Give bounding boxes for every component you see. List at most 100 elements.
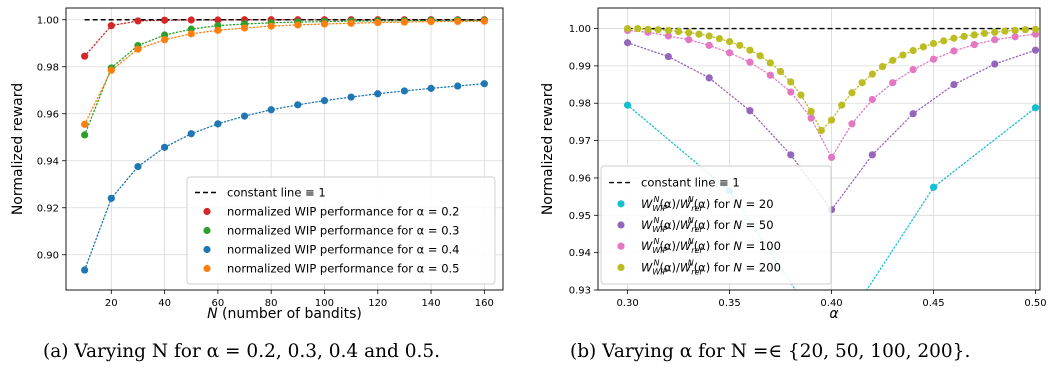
data-point xyxy=(827,116,836,124)
data-point xyxy=(294,101,302,109)
data-point xyxy=(1021,26,1029,34)
data-point xyxy=(400,87,409,95)
x-tick-label: 0.45 xyxy=(922,298,944,309)
legend-constant-line-label: constant line ≡ 1 xyxy=(227,186,326,200)
data-point xyxy=(1011,33,1019,41)
data-point xyxy=(940,37,948,45)
data-point xyxy=(746,46,754,54)
data-point xyxy=(980,29,989,37)
x-tick-label: 160 xyxy=(475,298,494,309)
data-point xyxy=(427,18,435,26)
data-point xyxy=(991,28,999,36)
series-line xyxy=(84,19,486,57)
legend-label: normalized WIP performance for α = 0.3 xyxy=(227,224,460,238)
legend-marker xyxy=(203,226,211,235)
data-point xyxy=(827,153,836,162)
data-point xyxy=(654,26,662,34)
series-line xyxy=(84,20,486,125)
legend-label: WWIPN(α)/WrelN(α) for N = 20 xyxy=(641,195,774,213)
data-point xyxy=(889,79,897,87)
data-point xyxy=(766,59,774,67)
data-point xyxy=(776,67,785,76)
data-point xyxy=(868,95,876,104)
data-point xyxy=(267,106,275,114)
data-point xyxy=(991,36,999,44)
data-point xyxy=(1001,27,1009,35)
data-point xyxy=(858,79,866,87)
data-point xyxy=(240,24,249,32)
data-point xyxy=(960,32,968,40)
data-point xyxy=(929,183,938,191)
data-point xyxy=(705,41,713,49)
legend-label: normalized WIP performance for α = 0.2 xyxy=(227,205,460,219)
data-point xyxy=(725,38,734,46)
data-point xyxy=(664,32,672,40)
data-point xyxy=(736,41,744,49)
axes-frame xyxy=(65,7,504,291)
data-point xyxy=(160,36,169,44)
data-point xyxy=(374,18,382,27)
y-tick-label: 0.93 xyxy=(569,286,591,297)
y-tick-label: 0.90 xyxy=(37,250,59,261)
data-point xyxy=(674,27,683,36)
y-tick-label: 0.94 xyxy=(37,156,59,167)
data-point xyxy=(909,66,917,74)
data-point xyxy=(134,163,142,171)
data-point xyxy=(715,35,723,43)
x-tick-label: 20 xyxy=(105,298,118,309)
legend-constant-line-label: constant line ≡ 1 xyxy=(641,176,740,190)
legend-label: normalized WIP performance for α = 0.5 xyxy=(227,262,460,276)
data-point xyxy=(787,78,795,86)
data-point xyxy=(970,31,978,39)
legend: constant line ≡ 1 WWIPN(α)/WrelN(α) for N… xyxy=(600,165,832,285)
chart-panel-a: 20 40 60 80 100 120 140 160 0.90 0.92 0.94 0.96 0.98… xyxy=(10,7,504,322)
data-point xyxy=(929,39,938,48)
data-point xyxy=(214,120,222,128)
data-point xyxy=(899,51,907,59)
data-point xyxy=(81,131,89,139)
x-axis-label: N (number of bandits) xyxy=(207,306,362,322)
data-point xyxy=(756,52,764,60)
data-point xyxy=(889,56,897,64)
data-point xyxy=(634,24,642,33)
caption-b: (b) Varying α for N =∈ {20, 50, 100, 200… xyxy=(570,341,971,362)
y-tick-label: 0.96 xyxy=(37,109,59,120)
data-point xyxy=(623,39,632,47)
x-tick-label: 120 xyxy=(368,298,387,309)
y-tick-label: 1.00 xyxy=(37,15,59,26)
data-point xyxy=(267,22,275,30)
x-tick-label: 0.40 xyxy=(820,298,842,309)
data-point xyxy=(347,19,355,27)
data-point xyxy=(868,70,876,78)
y-axis-label: Normalized reward xyxy=(10,83,26,215)
data-point xyxy=(991,60,999,68)
series-line xyxy=(84,83,486,271)
data-point xyxy=(766,71,774,79)
data-point xyxy=(878,63,887,71)
legend-label: WWIPN(α)/WrelN(α) for N = 50 xyxy=(641,216,774,234)
data-point xyxy=(644,25,652,33)
x-tick-label: 0.30 xyxy=(616,298,638,309)
data-point xyxy=(695,30,703,38)
legend-label: WWIPN(α)/WrelN(α) for N = 100 xyxy=(641,237,781,255)
legend-marker xyxy=(617,221,625,229)
legend-marker xyxy=(203,207,211,216)
legend-label: normalized WIP performance for α = 0.4 xyxy=(227,243,460,257)
x-axis-label: α xyxy=(829,306,839,322)
data-point xyxy=(929,55,938,63)
data-point xyxy=(797,91,805,99)
x-tick-label: 100 xyxy=(315,298,334,309)
data-point xyxy=(480,80,488,88)
data-point xyxy=(214,16,222,24)
data-point xyxy=(950,80,958,89)
data-point xyxy=(160,16,169,24)
legend-label: WWIPN(α)/WrelN(α) for N = 200 xyxy=(641,258,781,276)
data-point xyxy=(134,45,142,53)
data-point xyxy=(81,52,89,60)
data-point xyxy=(838,101,846,109)
data-point xyxy=(320,96,329,105)
x-tick-label: 140 xyxy=(422,298,441,309)
data-point xyxy=(919,43,927,51)
series-line xyxy=(84,19,486,136)
